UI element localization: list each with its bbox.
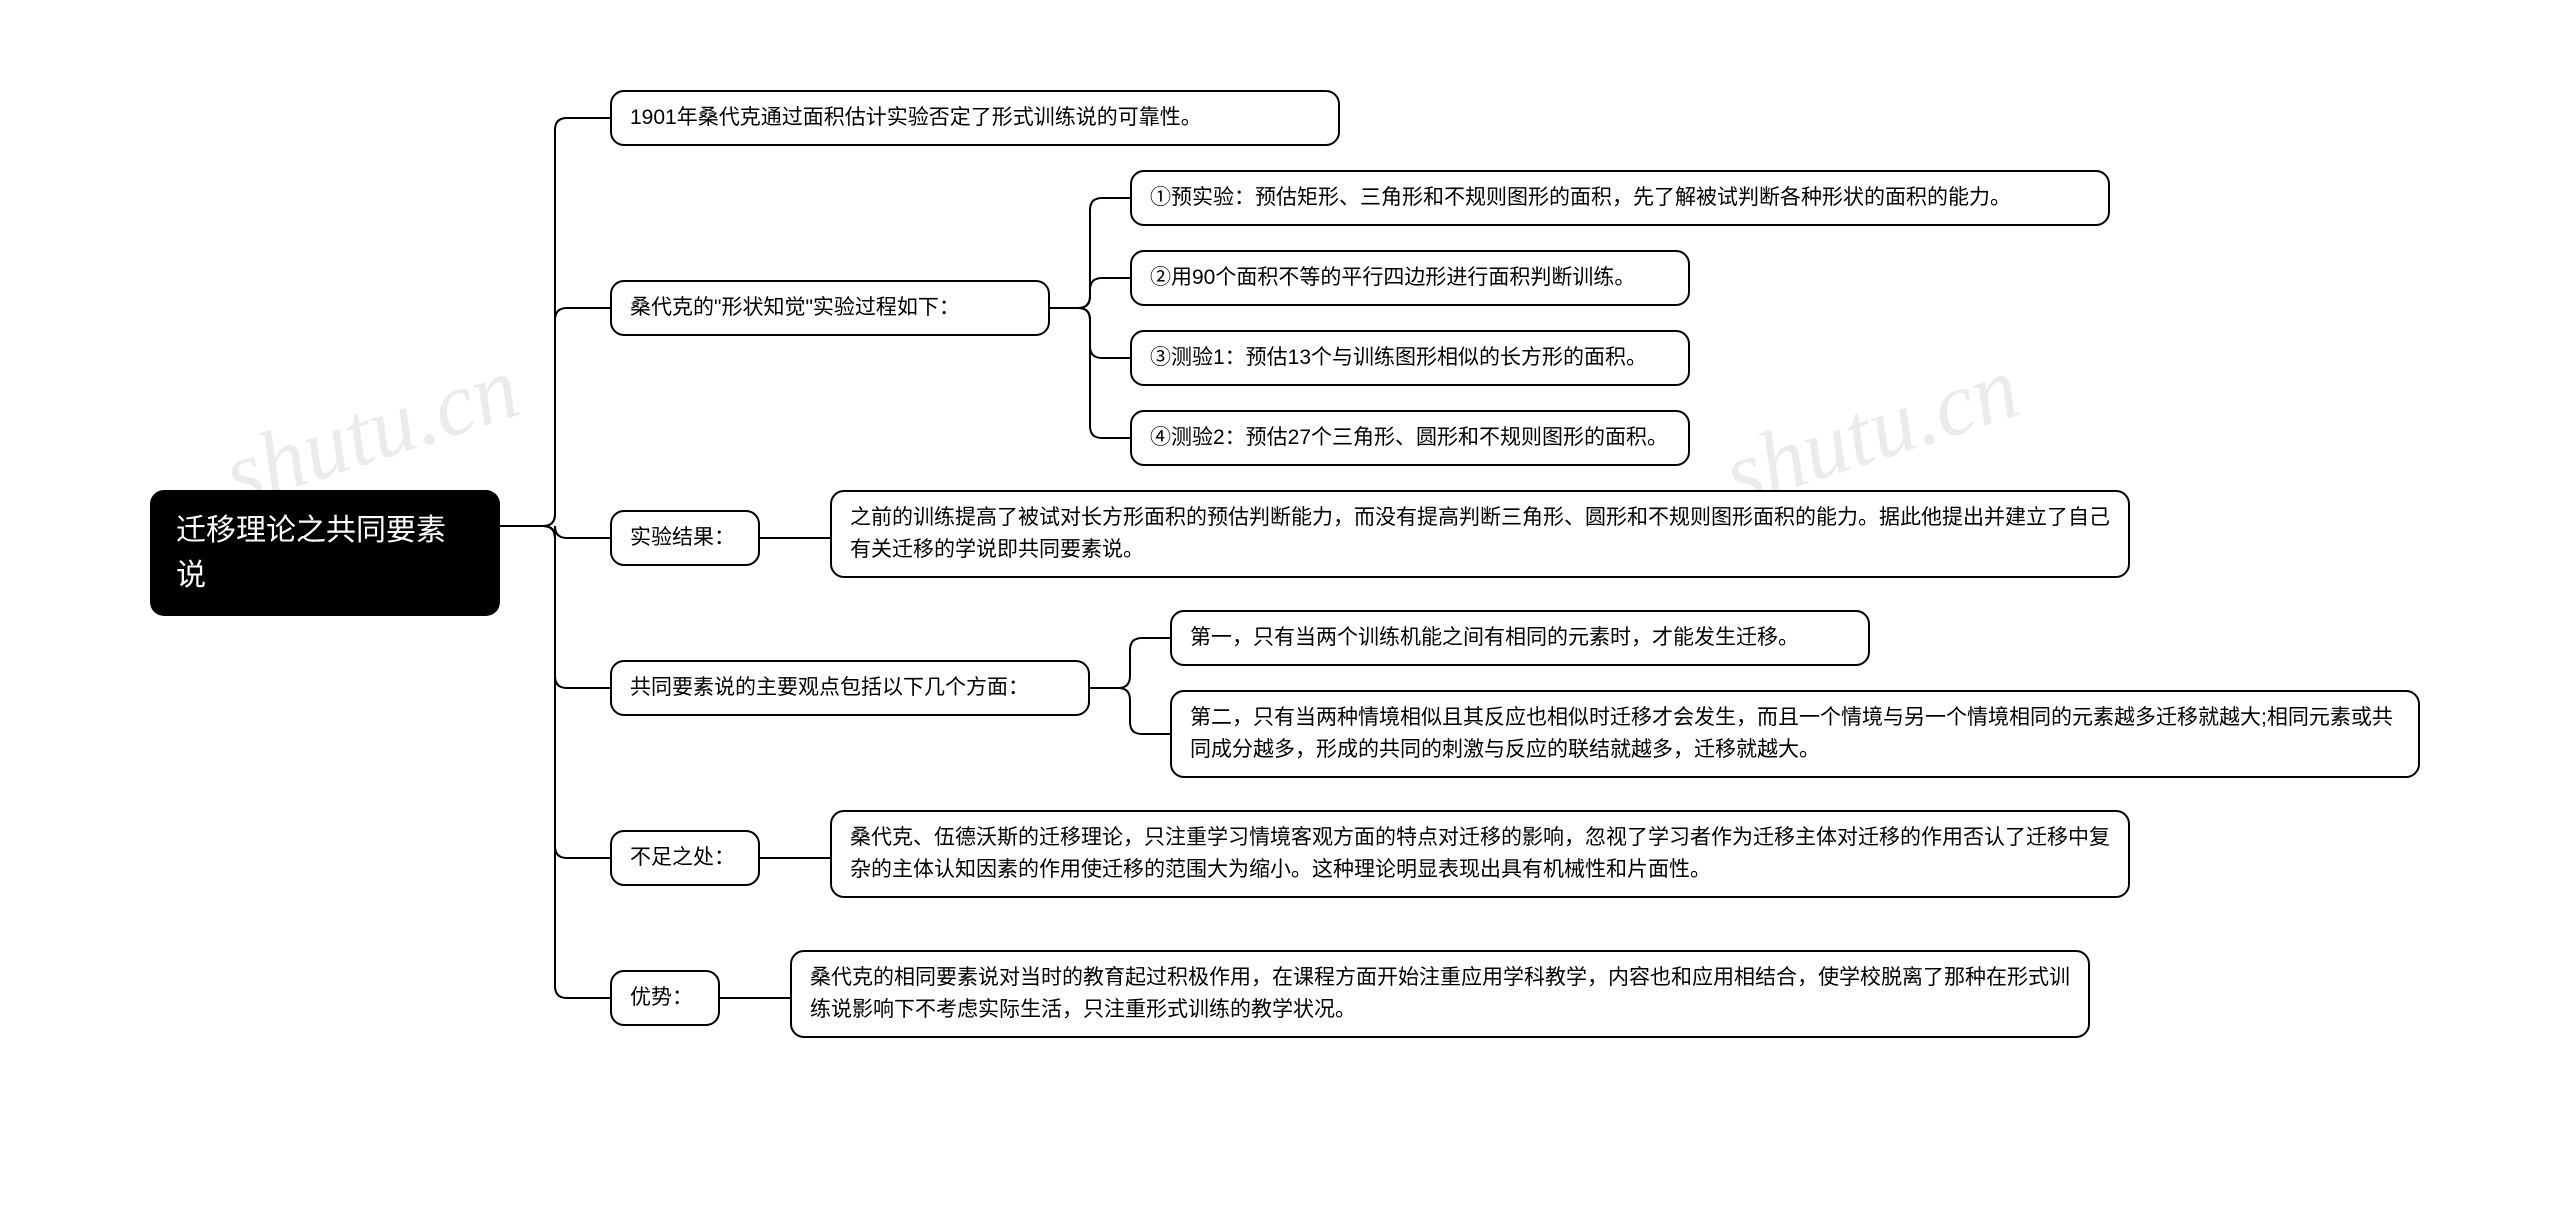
node-label: 1901年桑代克通过面积估计实验否定了形式训练说的可靠性。 xyxy=(630,102,1202,134)
root-label: 迁移理论之共同要素说 xyxy=(176,508,474,598)
root-node[interactable]: 迁移理论之共同要素说 xyxy=(150,490,500,616)
branch-node[interactable]: 实验结果： xyxy=(610,510,760,566)
node-label: ②用90个面积不等的平行四边形进行面积判断训练。 xyxy=(1150,262,1635,294)
node-label: 共同要素说的主要观点包括以下几个方面： xyxy=(630,672,1029,704)
node-label: ①预实验：预估矩形、三角形和不规则图形的面积，先了解被试判断各种形状的面积的能力… xyxy=(1150,182,2011,214)
node-label: 实验结果： xyxy=(630,522,735,554)
node-label: 不足之处： xyxy=(630,842,735,874)
node-label: 桑代克、伍德沃斯的迁移理论，只注重学习情境客观方面的特点对迁移的影响，忽视了学习… xyxy=(850,822,2110,885)
node-label: ④测验2：预估27个三角形、圆形和不规则图形的面积。 xyxy=(1150,422,1668,454)
branch-node[interactable]: 优势： xyxy=(610,970,720,1026)
leaf-node[interactable]: ④测验2：预估27个三角形、圆形和不规则图形的面积。 xyxy=(1130,410,1690,466)
leaf-node[interactable]: ③测验1：预估13个与训练图形相似的长方形的面积。 xyxy=(1130,330,1690,386)
node-label: ③测验1：预估13个与训练图形相似的长方形的面积。 xyxy=(1150,342,1647,374)
leaf-node[interactable]: 桑代克、伍德沃斯的迁移理论，只注重学习情境客观方面的特点对迁移的影响，忽视了学习… xyxy=(830,810,2130,898)
node-label: 桑代克的相同要素说对当时的教育起过积极作用，在课程方面开始注重应用学科教学，内容… xyxy=(810,962,2070,1025)
node-label: 第一，只有当两个训练机能之间有相同的元素时，才能发生迁移。 xyxy=(1190,622,1799,654)
branch-node[interactable]: 桑代克的"形状知觉"实验过程如下： xyxy=(610,280,1050,336)
node-label: 第二，只有当两种情境相似且其反应也相似时迁移才会发生，而且一个情境与另一个情境相… xyxy=(1190,702,2400,765)
branch-node[interactable]: 不足之处： xyxy=(610,830,760,886)
leaf-node[interactable]: 第一，只有当两个训练机能之间有相同的元素时，才能发生迁移。 xyxy=(1170,610,1870,666)
node-label: 桑代克的"形状知觉"实验过程如下： xyxy=(630,292,960,324)
leaf-node[interactable]: ①预实验：预估矩形、三角形和不规则图形的面积，先了解被试判断各种形状的面积的能力… xyxy=(1130,170,2110,226)
leaf-node[interactable]: ②用90个面积不等的平行四边形进行面积判断训练。 xyxy=(1130,250,1690,306)
leaf-node[interactable]: 桑代克的相同要素说对当时的教育起过积极作用，在课程方面开始注重应用学科教学，内容… xyxy=(790,950,2090,1038)
leaf-node[interactable]: 之前的训练提高了被试对长方形面积的预估判断能力，而没有提高判断三角形、圆形和不规… xyxy=(830,490,2130,578)
branch-node[interactable]: 1901年桑代克通过面积估计实验否定了形式训练说的可靠性。 xyxy=(610,90,1340,146)
mindmap-canvas: shutu.cn shutu.cn 迁移理论之共同要素说 1901年桑代克通过面… xyxy=(0,0,2560,1218)
node-label: 之前的训练提高了被试对长方形面积的预估判断能力，而没有提高判断三角形、圆形和不规… xyxy=(850,502,2110,565)
branch-node[interactable]: 共同要素说的主要观点包括以下几个方面： xyxy=(610,660,1090,716)
node-label: 优势： xyxy=(630,982,693,1014)
leaf-node[interactable]: 第二，只有当两种情境相似且其反应也相似时迁移才会发生，而且一个情境与另一个情境相… xyxy=(1170,690,2420,778)
